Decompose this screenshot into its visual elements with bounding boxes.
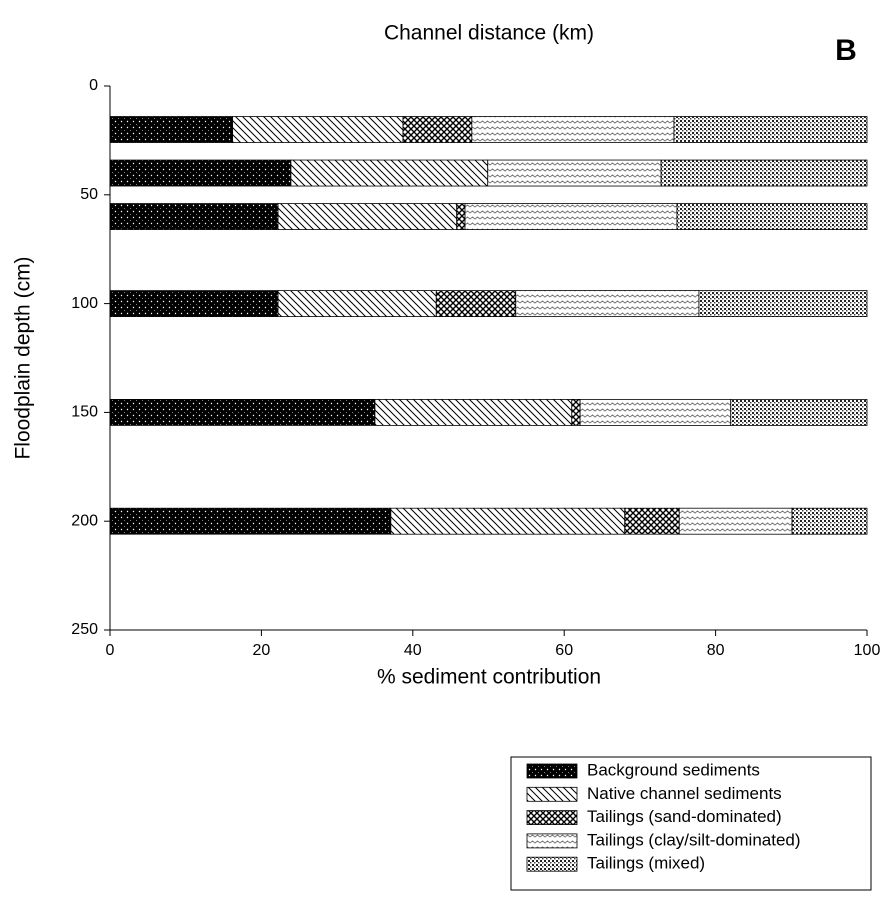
bar-segment	[277, 203, 458, 230]
legend-label: Tailings (clay/silt-dominated)	[587, 830, 801, 849]
legend-label: Background sediments	[587, 760, 760, 779]
bar-segment	[109, 116, 234, 143]
bar-segment	[579, 398, 732, 426]
bar-segment	[277, 290, 437, 318]
y-tick-label: 200	[71, 512, 98, 529]
y-tick-label: 150	[71, 404, 98, 421]
bar-segment	[456, 203, 466, 230]
bar-segment	[109, 203, 279, 230]
bar-segment	[109, 507, 392, 535]
legend-swatch	[526, 856, 578, 872]
bar-segment	[109, 398, 376, 426]
bar-segment	[290, 159, 489, 187]
x-tick-label: 0	[106, 642, 115, 659]
bar-segment	[232, 116, 404, 143]
y-tick-label: 100	[71, 295, 98, 312]
x-axis-title: % sediment contribution	[377, 666, 601, 689]
bar-segment	[487, 159, 662, 187]
bar-segment	[109, 159, 292, 187]
bar-segment	[402, 116, 473, 143]
bar-segment	[464, 203, 678, 230]
legend-swatch	[526, 833, 578, 849]
bar-segment	[730, 398, 868, 426]
legend-swatch	[526, 763, 578, 779]
bar-segment	[698, 290, 868, 318]
y-axis-title: Floodplain depth (cm)	[12, 256, 35, 459]
x-tick-label: 80	[707, 642, 725, 659]
legend-label: Tailings (sand-dominated)	[587, 807, 782, 826]
y-tick-label: 50	[80, 186, 98, 203]
panel-label: B	[835, 34, 857, 67]
bar-segment	[571, 398, 581, 426]
bar-segment	[673, 116, 868, 143]
x-tick-label: 100	[854, 642, 881, 659]
x-tick-label: 20	[253, 642, 271, 659]
bar-segment	[374, 398, 573, 426]
legend-label: Native channel sediments	[587, 784, 782, 803]
legend-label: Tailings (mixed)	[587, 854, 705, 873]
y-tick-label: 250	[71, 621, 98, 638]
bar-segment	[676, 203, 868, 230]
bar-segment	[390, 507, 626, 535]
bar-segment	[624, 507, 680, 535]
legend-swatch	[526, 810, 578, 825]
bar-segment	[435, 290, 517, 318]
x-tick-label: 40	[404, 642, 422, 659]
x-tick-label: 60	[555, 642, 573, 659]
bar-segment	[471, 116, 675, 143]
bar-segment	[109, 290, 279, 318]
bar-segment	[678, 507, 793, 535]
bar-segment	[660, 159, 868, 187]
legend-swatch	[526, 786, 578, 802]
chart-title: Channel distance (km)	[384, 22, 594, 45]
y-tick-label: 0	[89, 77, 98, 94]
bar-segment	[515, 290, 700, 318]
bar-segment	[791, 507, 868, 535]
